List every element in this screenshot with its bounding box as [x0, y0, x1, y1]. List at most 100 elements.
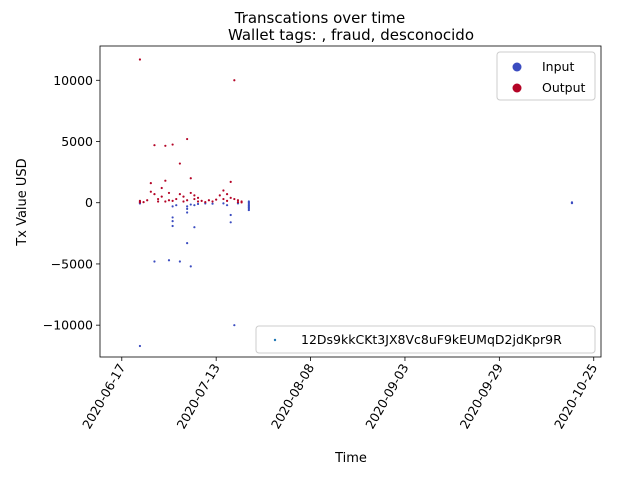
- chart-title: Transcations over time: [234, 9, 406, 27]
- point-output-10: [156, 197, 160, 201]
- point-output-26: [186, 137, 189, 141]
- point-output-22: [178, 162, 181, 165]
- legend-input-marker: [512, 62, 522, 72]
- point-input-26: [233, 324, 236, 327]
- point-input-7: [171, 219, 174, 223]
- point-output-8: [153, 193, 156, 196]
- point-input-34: [247, 208, 250, 212]
- point-output-31: [193, 194, 196, 197]
- y-tick-label-2: 0: [85, 195, 93, 210]
- point-output-38: [215, 198, 218, 201]
- point-output-39: [218, 194, 221, 197]
- legend-input-label: Input: [542, 59, 574, 74]
- point-output-5: [146, 199, 149, 202]
- point-output-20: [171, 199, 174, 202]
- point-output-29: [189, 191, 192, 195]
- point-output-30: [193, 197, 196, 201]
- point-output-37: [211, 200, 214, 203]
- point-input-23: [225, 204, 229, 207]
- point-output-45: [229, 196, 232, 199]
- point-input-13: [186, 207, 189, 210]
- point-output-27: [186, 199, 189, 202]
- point-input-4: [167, 259, 171, 262]
- point-output-11: [156, 200, 160, 203]
- x-tick-label-4: 2020-09-29: [457, 361, 506, 431]
- point-output-13: [160, 195, 163, 198]
- point-output-36: [207, 199, 211, 202]
- y-axis-label: Tx Value USD: [15, 158, 30, 246]
- x-tick-label-5: 2020-10-25: [551, 361, 600, 431]
- point-output-34: [200, 199, 203, 202]
- x-tick-label-3: 2020-09-03: [362, 361, 411, 431]
- legend-output-marker: [512, 83, 522, 93]
- legend-wallet-marker: [273, 338, 277, 342]
- point-input-12: [186, 211, 189, 214]
- point-input-9: [171, 205, 174, 208]
- legend-direction: Input Output: [496, 51, 596, 101]
- point-input-35: [247, 200, 250, 203]
- point-output-17: [167, 191, 171, 195]
- point-output-7: [149, 190, 152, 193]
- point-output-40: [222, 189, 225, 192]
- point-output-23: [178, 193, 181, 196]
- point-output-35: [204, 201, 207, 204]
- point-output-21: [175, 197, 178, 201]
- point-input-3: [153, 260, 156, 263]
- plot-area-frame: [99, 45, 602, 358]
- point-output-33: [196, 196, 200, 199]
- y-tick-label-4: 10000: [53, 73, 93, 88]
- point-input-24: [229, 213, 232, 217]
- point-output-42: [225, 193, 229, 196]
- legend-wallet: 12Ds9kkCKt3JX8Vc8uF9kEUMqD2jdKpr9R: [255, 325, 596, 354]
- point-output-0: [138, 58, 142, 61]
- point-input-19: [196, 202, 200, 206]
- point-output-15: [164, 144, 167, 147]
- point-input-0: [138, 344, 142, 348]
- point-input-5: [178, 260, 181, 263]
- point-output-43: [225, 199, 229, 202]
- point-input-38: [570, 201, 574, 204]
- point-output-12: [160, 186, 163, 190]
- point-output-28: [189, 177, 192, 180]
- x-axis-label: Time: [334, 451, 367, 466]
- y-tick-label-1: −5000: [51, 256, 93, 271]
- legend-wallet-box: [255, 325, 596, 354]
- point-output-19: [171, 143, 174, 146]
- point-input-22: [222, 202, 225, 205]
- legend-output-label: Output: [542, 80, 586, 95]
- point-input-16: [189, 203, 192, 206]
- x-tick-label-0: 2020-06-17: [79, 361, 128, 431]
- point-output-51: [240, 201, 243, 204]
- point-input-15: [189, 265, 192, 268]
- point-output-25: [182, 195, 185, 198]
- point-output-14: [164, 179, 167, 182]
- point-output-46: [233, 79, 236, 82]
- x-axis: 2020-06-17 2020-07-13 2020-08-08 2020-09-03…: [79, 357, 600, 431]
- point-input-17: [193, 226, 196, 229]
- x-tick-label-2: 2020-08-08: [268, 361, 317, 431]
- point-output-41: [222, 197, 225, 201]
- point-input-25: [229, 221, 232, 224]
- point-output-24: [182, 200, 185, 203]
- point-input-11: [186, 242, 189, 245]
- point-output-44: [229, 180, 232, 184]
- point-input-8: [171, 224, 174, 228]
- y-tick-label-3: 5000: [61, 134, 93, 149]
- y-tick-label-0: −10000: [43, 318, 93, 333]
- point-output-6: [149, 182, 152, 185]
- point-output-47: [233, 197, 236, 201]
- point-input-6: [171, 216, 174, 219]
- y-axis: −10000 −5000 0 5000 10000: [43, 73, 100, 333]
- point-input-18: [193, 204, 196, 207]
- point-output-49: [236, 201, 240, 204]
- point-input-14: [186, 205, 189, 208]
- point-output-16: [164, 200, 167, 203]
- point-input-21: [211, 202, 214, 205]
- point-output-4: [142, 201, 145, 204]
- point-output-32: [196, 200, 200, 203]
- x-tick-label-1: 2020-07-13: [173, 361, 222, 431]
- point-output-18: [167, 199, 171, 202]
- point-output-3: [138, 199, 142, 202]
- legend-wallet-label: 12Ds9kkCKt3JX8Vc8uF9kEUMqD2jdKpr9R: [301, 332, 562, 347]
